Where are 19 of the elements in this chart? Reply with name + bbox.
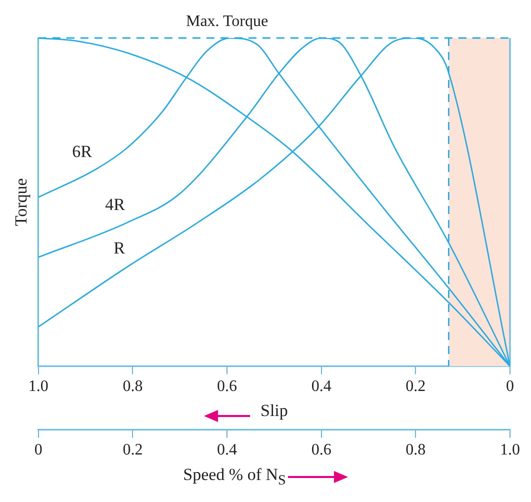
- x2-tick-label: 1.0: [500, 442, 520, 459]
- x2-tick-label: 0.4: [217, 442, 238, 459]
- series-label: 4R: [105, 194, 126, 214]
- series-label: R: [114, 238, 126, 258]
- x-tick-label: 0: [506, 378, 514, 396]
- y-axis-title: Torque: [12, 178, 31, 226]
- x2-tick-label: 0.2: [122, 442, 143, 459]
- x2-axis-title: Speed % of N$_{S}$: [183, 465, 286, 490]
- series-label: 6R: [72, 142, 93, 162]
- x-tick-label: 0.6: [217, 378, 238, 396]
- x-tick-label: 0.8: [122, 378, 143, 396]
- x2-tick-label: 0: [34, 442, 42, 459]
- x-tick-label: 1.0: [28, 378, 48, 396]
- x-axis-title: Slip: [260, 401, 288, 420]
- x-tick-label: 0.4: [311, 378, 332, 396]
- x2-tick-label: 0.6: [311, 442, 332, 459]
- x-tick-label: 0.2: [406, 378, 426, 396]
- x2-tick-label: 0.8: [406, 442, 426, 459]
- ref-line-label: Max. Torque: [186, 13, 268, 30]
